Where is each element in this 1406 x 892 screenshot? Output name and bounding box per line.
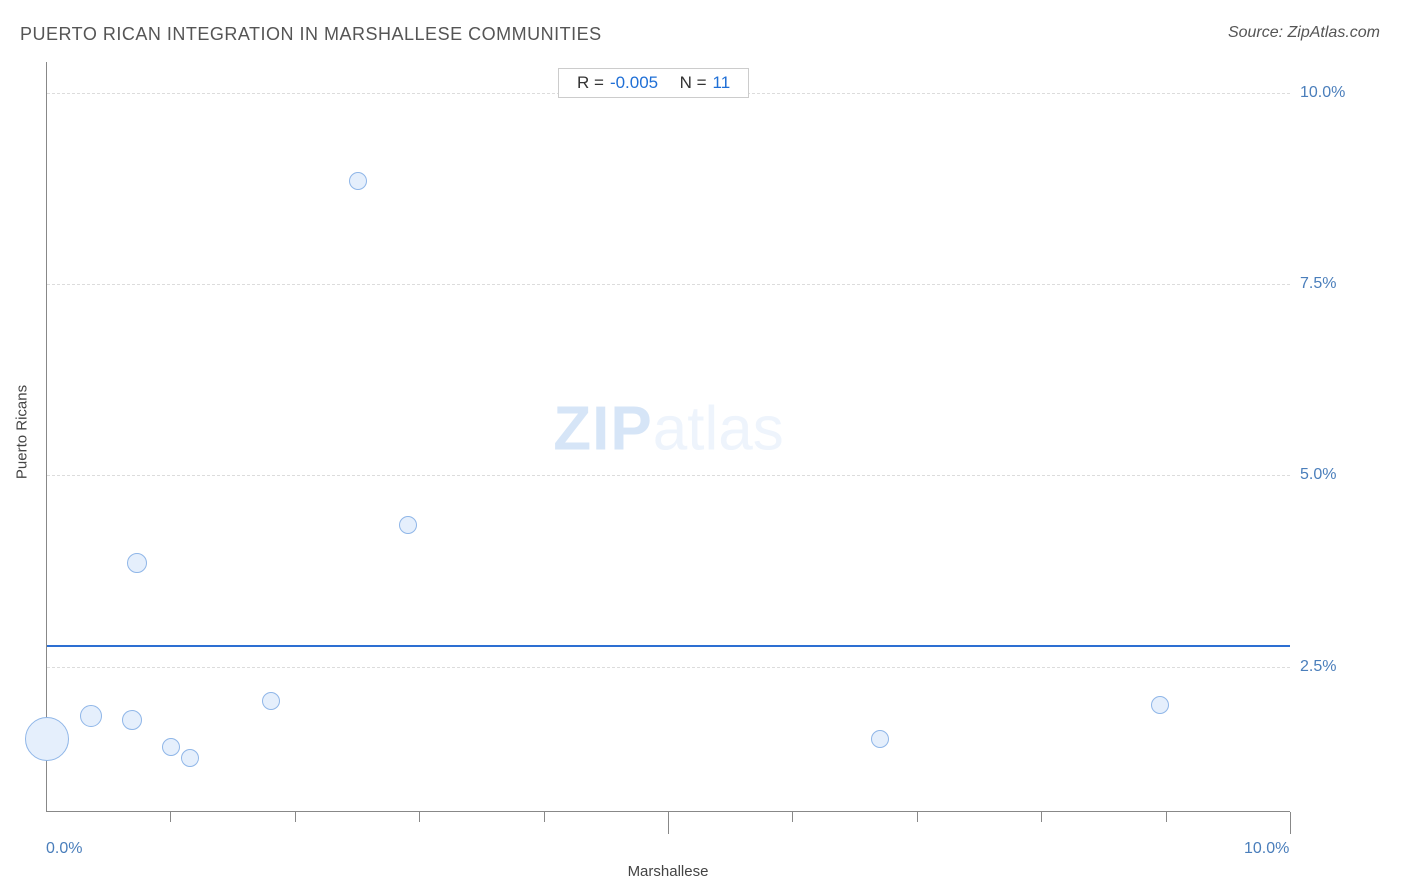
x-tick bbox=[792, 812, 793, 822]
x-tick bbox=[1041, 812, 1042, 822]
gridline bbox=[47, 667, 1290, 668]
x-tick bbox=[295, 812, 296, 822]
x-tick bbox=[544, 812, 545, 822]
stats-n-value: 11 bbox=[713, 73, 731, 93]
x-tick bbox=[170, 812, 171, 822]
plot-area: ZIPatlas bbox=[46, 62, 1290, 812]
data-bubble bbox=[122, 710, 142, 730]
data-bubble bbox=[262, 692, 280, 710]
x-axis-title: Marshallese bbox=[628, 863, 709, 880]
gridline bbox=[47, 475, 1290, 476]
data-bubble bbox=[871, 730, 889, 748]
stats-r-label: R = bbox=[577, 73, 604, 93]
x-tick bbox=[917, 812, 918, 822]
data-bubble bbox=[127, 553, 147, 573]
chart-title: PUERTO RICAN INTEGRATION IN MARSHALLESE … bbox=[20, 24, 602, 45]
watermark-atlas: atlas bbox=[653, 395, 784, 464]
x-tick bbox=[1166, 812, 1167, 822]
data-bubble bbox=[399, 516, 417, 534]
chart-source: Source: ZipAtlas.com bbox=[1228, 24, 1380, 42]
data-bubble bbox=[349, 172, 367, 190]
x-tick bbox=[419, 812, 420, 822]
x-tick bbox=[1290, 812, 1291, 834]
data-bubble bbox=[162, 738, 180, 756]
x-min-label: 0.0% bbox=[46, 840, 82, 858]
data-bubble bbox=[80, 705, 102, 727]
trendline bbox=[47, 645, 1290, 647]
x-tick bbox=[668, 812, 669, 834]
y-axis-title: Puerto Ricans bbox=[14, 385, 31, 479]
stats-box: R = -0.005 N = 11 bbox=[558, 68, 749, 98]
data-bubble bbox=[1151, 696, 1169, 714]
stats-r-value: -0.005 bbox=[610, 73, 658, 93]
y-tick-label: 7.5% bbox=[1300, 275, 1336, 293]
y-tick-label: 2.5% bbox=[1300, 658, 1336, 676]
watermark-zip: ZIP bbox=[553, 395, 652, 464]
data-bubble bbox=[181, 749, 199, 767]
watermark: ZIPatlas bbox=[553, 394, 783, 465]
chart-container: PUERTO RICAN INTEGRATION IN MARSHALLESE … bbox=[0, 0, 1406, 892]
data-bubble bbox=[25, 717, 69, 761]
y-tick-label: 5.0% bbox=[1300, 466, 1336, 484]
gridline bbox=[47, 284, 1290, 285]
y-tick-label: 10.0% bbox=[1300, 84, 1345, 102]
x-max-label: 10.0% bbox=[1244, 840, 1289, 858]
stats-n-label: N = bbox=[680, 73, 707, 93]
